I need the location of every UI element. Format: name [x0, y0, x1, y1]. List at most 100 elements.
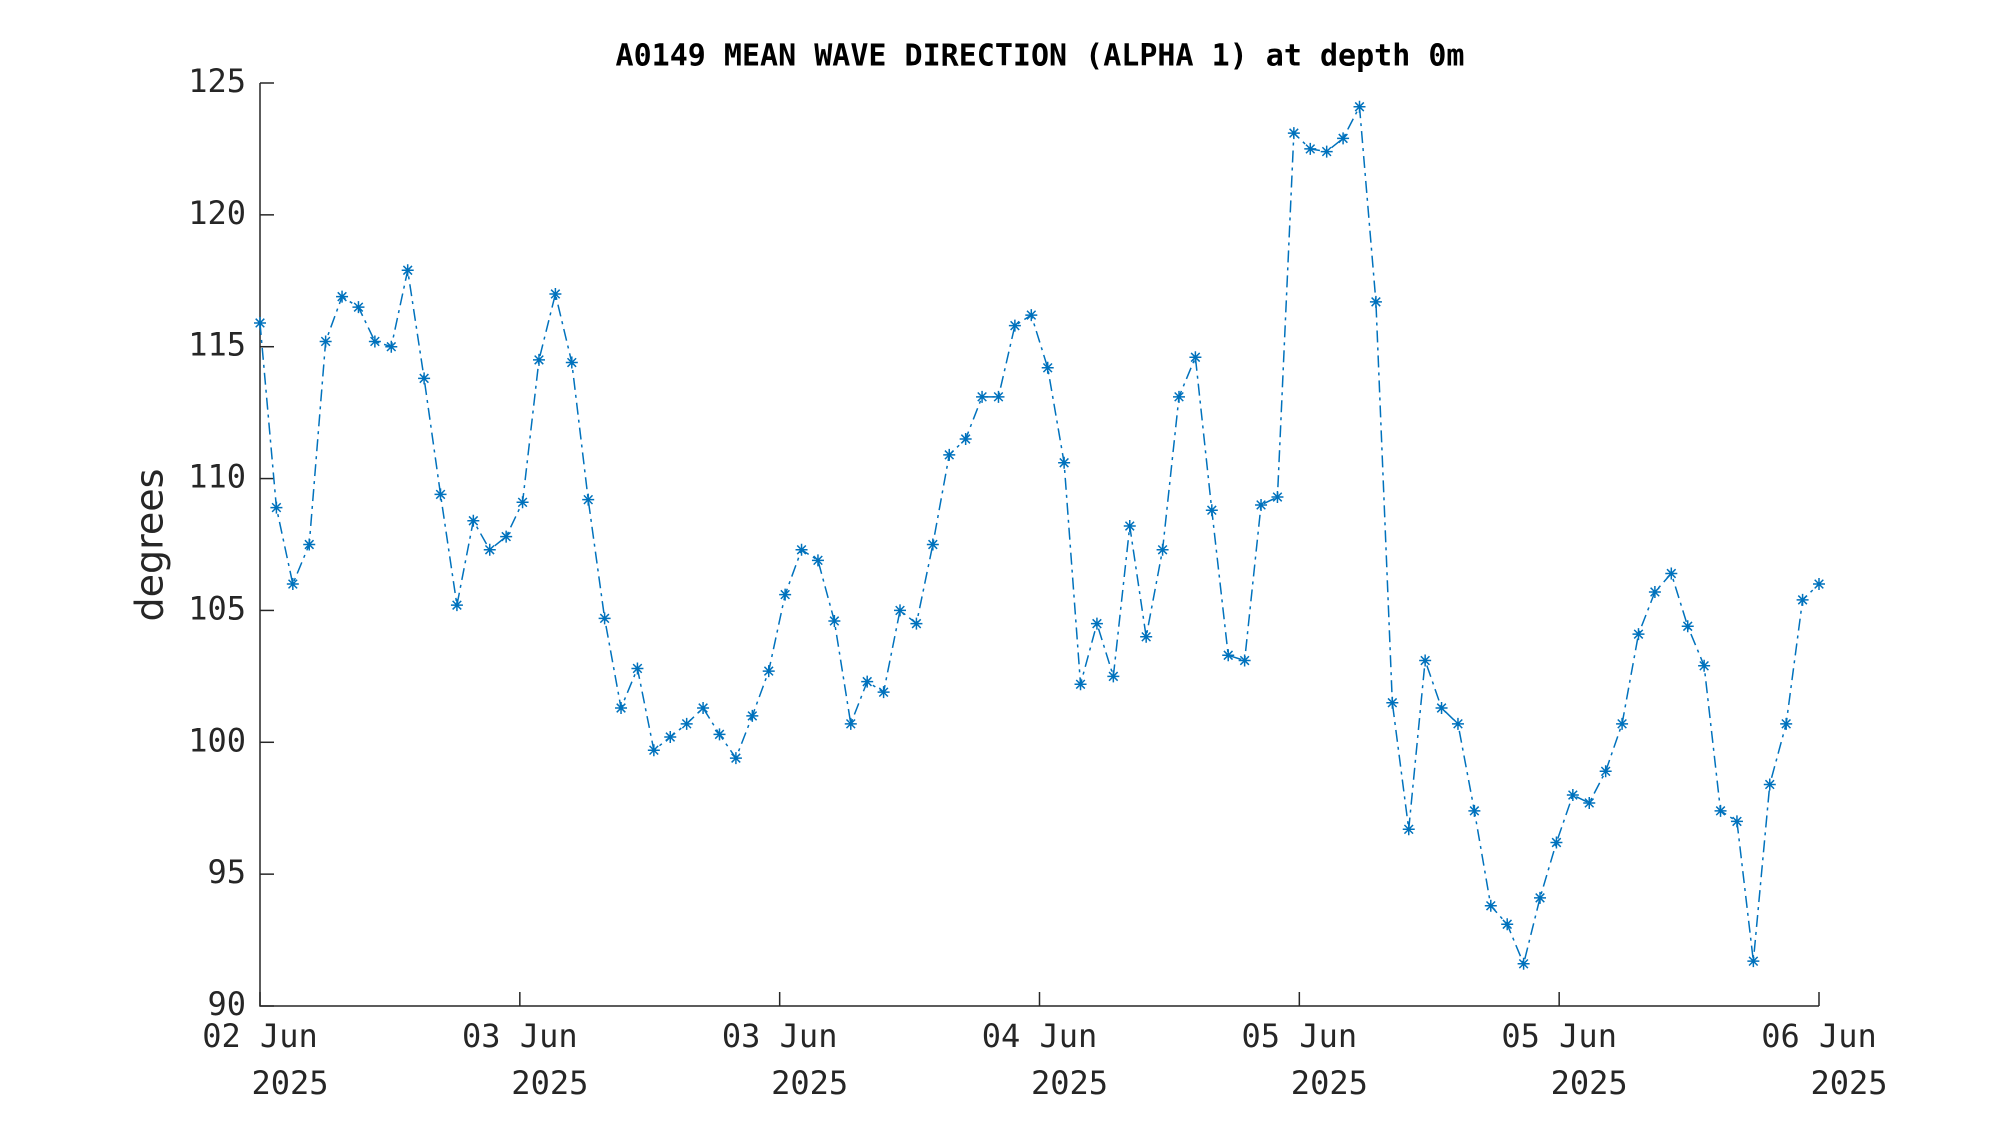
marker [1616, 717, 1629, 730]
marker [1041, 361, 1054, 374]
marker [910, 617, 923, 630]
marker [1648, 585, 1661, 598]
marker [1402, 823, 1415, 836]
marker [1665, 567, 1678, 580]
marker [1681, 620, 1694, 633]
marker [1419, 654, 1432, 667]
y-tick-label: 90 [207, 985, 246, 1023]
marker [598, 612, 611, 625]
marker [1304, 142, 1317, 155]
x-tick-label: 05 Jun [1501, 1017, 1617, 1055]
marker [254, 316, 266, 329]
marker [943, 448, 956, 461]
y-tick-label: 115 [188, 326, 246, 364]
marker [1287, 127, 1300, 140]
marker [647, 744, 660, 757]
x-tick-label: 2025 [1551, 1064, 1628, 1102]
marker [926, 538, 939, 551]
marker [270, 501, 283, 514]
marker [1140, 630, 1153, 643]
marker [861, 675, 874, 688]
marker [1156, 543, 1169, 556]
marker [565, 356, 578, 369]
x-tick-label: 2025 [771, 1064, 848, 1102]
marker [1632, 628, 1645, 641]
marker [1583, 796, 1596, 809]
marker [1025, 309, 1038, 322]
marker [1090, 617, 1103, 630]
marker [615, 702, 628, 715]
marker [762, 665, 775, 678]
x-tick-label: 06 Jun [1761, 1017, 1877, 1055]
x-tick-label: 03 Jun [722, 1017, 838, 1055]
marker [434, 488, 447, 501]
marker [1796, 593, 1809, 606]
marker [1599, 765, 1612, 778]
marker [1337, 132, 1350, 145]
marker [1353, 100, 1366, 113]
marker [516, 496, 529, 509]
marker [1222, 649, 1235, 662]
marker [1320, 145, 1333, 158]
marker [992, 390, 1005, 403]
x-tick-label: 2025 [1810, 1064, 1887, 1102]
marker [352, 301, 365, 314]
marker [1451, 717, 1464, 730]
marker [467, 514, 480, 527]
marker [549, 287, 562, 300]
x-tick-label: 2025 [511, 1064, 588, 1102]
marker [894, 604, 907, 617]
marker [385, 340, 398, 353]
y-tick-label: 120 [188, 194, 246, 232]
marker [1550, 836, 1563, 849]
marker [1172, 390, 1185, 403]
marker [959, 433, 972, 446]
marker [1747, 955, 1760, 968]
marker [1468, 804, 1481, 817]
marker [319, 335, 332, 348]
marker [582, 493, 595, 506]
marker [844, 717, 857, 730]
x-tick-label: 04 Jun [982, 1017, 1098, 1055]
marker [664, 731, 677, 744]
marker [1698, 659, 1711, 672]
marker [1123, 520, 1136, 533]
y-tick-label: 105 [188, 589, 246, 627]
marker [1189, 351, 1202, 364]
marker [1058, 456, 1071, 469]
marker [1730, 815, 1743, 828]
marker [1107, 670, 1120, 683]
marker [1386, 696, 1399, 709]
marker [631, 662, 644, 675]
axes [259, 83, 1819, 1007]
marker [1813, 578, 1825, 591]
marker [1566, 789, 1579, 802]
marker [483, 543, 496, 556]
marker [1008, 319, 1021, 332]
marker [286, 578, 299, 591]
marker [401, 264, 414, 277]
marker [450, 599, 463, 612]
marker [1534, 891, 1547, 904]
marker [1780, 717, 1793, 730]
marker [795, 543, 808, 556]
marker [1484, 899, 1497, 912]
y-tick-label: 100 [188, 721, 246, 759]
marker [1255, 498, 1268, 511]
marker [680, 717, 693, 730]
marker [729, 752, 742, 765]
marker [976, 390, 989, 403]
marker [418, 372, 431, 385]
marker [500, 530, 513, 543]
marker [1517, 957, 1530, 970]
x-tick-label: 2025 [1291, 1064, 1368, 1102]
x-tick-label: 2025 [251, 1064, 328, 1102]
x-tick-label: 03 Jun [462, 1017, 578, 1055]
y-tick-label: 110 [188, 458, 246, 496]
marker [713, 728, 726, 741]
marker [368, 335, 381, 348]
marker [336, 290, 349, 303]
marker [1074, 678, 1087, 691]
y-tick-label: 95 [207, 853, 246, 891]
